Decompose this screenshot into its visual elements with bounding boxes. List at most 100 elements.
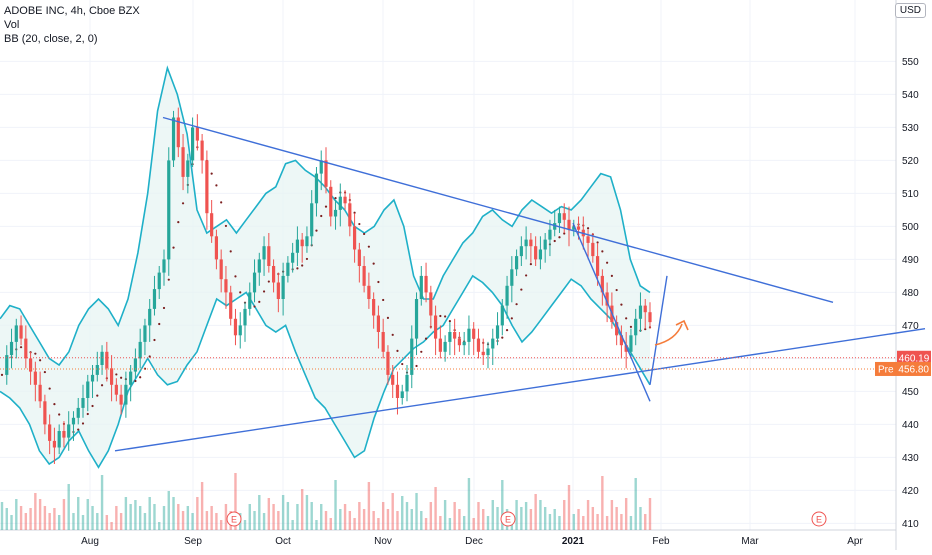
volume-bar: [386, 509, 390, 530]
volume-bar: [472, 518, 475, 530]
candle-body: [214, 236, 219, 260]
candle-body: [133, 358, 138, 372]
bollinger-legend[interactable]: BB (20, close, 2, 0): [4, 33, 98, 45]
symbol-title[interactable]: ADOBE INC, 4h, Cboe BZX: [4, 5, 140, 17]
bollinger-lower-band: [0, 274, 651, 469]
volume-bar: [5, 508, 8, 530]
volume-legend[interactable]: Vol: [4, 19, 20, 31]
volume-bar: [105, 515, 109, 530]
volume-bar: [243, 520, 247, 530]
volume-bar: [567, 485, 571, 530]
volume-bar: [205, 511, 209, 530]
bollinger-basis-dot: [606, 261, 609, 264]
bollinger-basis-dot: [258, 300, 261, 303]
candle-body: [405, 374, 409, 392]
volume-bar: [601, 476, 604, 530]
bollinger-basis-dot: [96, 394, 99, 397]
candle-body: [505, 285, 509, 306]
volume-bar: [329, 518, 332, 530]
candle-body: [90, 374, 95, 382]
bollinger-basis-dot: [353, 211, 356, 214]
candle-body: [472, 328, 476, 339]
currency-badge[interactable]: USD: [894, 3, 926, 18]
candle-body: [176, 117, 180, 148]
y-tick-label: 440: [902, 420, 919, 431]
candle-body: [57, 431, 61, 448]
volume-bar: [324, 511, 328, 530]
bollinger-basis-dot: [377, 280, 380, 284]
bollinger-basis-dot: [510, 317, 513, 320]
candle-body: [410, 338, 414, 375]
candle-body: [291, 252, 295, 263]
bollinger-basis-dot: [610, 274, 613, 277]
candle-body: [615, 322, 619, 336]
candle-body: [119, 394, 123, 405]
earnings-marker-label: E: [816, 515, 822, 525]
x-tick-label: Mar: [741, 536, 759, 547]
candle-body: [648, 312, 652, 323]
volume-bar: [77, 497, 80, 530]
volume-bar: [281, 495, 285, 530]
volume-bar: [515, 500, 518, 530]
volume-bar: [191, 513, 194, 530]
volume-bar: [0, 502, 4, 530]
volume-bar: [434, 487, 437, 530]
bollinger-basis-dot: [553, 239, 556, 243]
bollinger-basis-dot: [91, 404, 94, 408]
candle-body: [243, 308, 247, 326]
volume-bar: [496, 507, 499, 530]
volume-bar: [196, 497, 199, 530]
candle-body: [333, 209, 338, 217]
volume-bar: [57, 515, 61, 530]
candle-body: [395, 384, 400, 398]
candle-body: [624, 345, 628, 352]
bollinger-basis-dot: [601, 250, 604, 253]
candle-body: [562, 213, 566, 220]
volume-bar: [267, 498, 271, 530]
x-tick-label: Oct: [275, 536, 291, 547]
volume-bar: [644, 514, 647, 530]
candle-body: [591, 242, 595, 257]
bollinger-basis-dot: [239, 291, 242, 294]
volume-bar: [262, 513, 266, 530]
bollinger-basis-dot: [620, 303, 623, 306]
candle-body: [157, 272, 161, 290]
volume-bar: [162, 506, 166, 530]
volume-bar: [62, 499, 66, 530]
bollinger-basis-dot: [558, 236, 561, 239]
bollinger-basis-dot: [229, 250, 232, 253]
candle-body: [233, 318, 238, 336]
candle-body: [295, 239, 300, 253]
bollinger-basis-dot: [53, 403, 56, 406]
volume-bar: [86, 499, 89, 530]
candle-body: [248, 292, 252, 309]
bollinger-fill: [0, 68, 650, 468]
candle-body: [38, 384, 42, 402]
volume-bar: [477, 502, 480, 530]
candle-body: [252, 272, 257, 293]
candle-body: [267, 246, 271, 266]
trendline: [649, 275, 668, 385]
volume-bar: [224, 504, 228, 530]
candle-body: [419, 275, 423, 299]
volume-bar: [443, 500, 447, 530]
bollinger-basis-dot: [220, 201, 223, 204]
candle-body: [305, 236, 309, 247]
candle-body: [257, 259, 261, 273]
candle-body: [186, 160, 190, 177]
y-tick-label: 530: [902, 123, 919, 134]
premarket-tag: Pre: [878, 364, 894, 375]
candle-body: [171, 117, 176, 161]
volume-bar: [81, 515, 85, 530]
y-tick-label: 480: [902, 288, 919, 299]
volume-bar: [143, 513, 147, 530]
volume-bar: [520, 507, 523, 530]
y-tick-label: 450: [902, 387, 919, 398]
volume-bar: [358, 502, 361, 530]
bollinger-upper-band: [0, 65, 651, 367]
y-tick-label: 540: [902, 90, 919, 101]
candle-body: [619, 335, 624, 346]
premarket-price-badge: [875, 361, 931, 376]
